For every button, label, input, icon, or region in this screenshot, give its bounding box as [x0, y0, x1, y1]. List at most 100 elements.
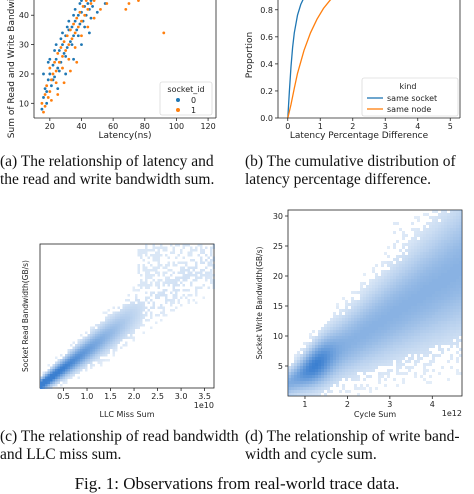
heat-cell [112, 344, 115, 347]
heat-cell [140, 319, 143, 322]
heat-cell [387, 279, 390, 282]
heat-cell [97, 361, 100, 364]
heat-cell [309, 387, 312, 390]
heat-cell [453, 240, 456, 243]
heat-cell [429, 351, 432, 354]
heat-cell [432, 216, 435, 219]
heat-cell [132, 304, 135, 307]
heat-cell [414, 318, 417, 321]
heat-cell [414, 315, 417, 318]
heat-cell [200, 244, 203, 247]
heat-cell [354, 357, 357, 360]
heat-cell [97, 331, 100, 334]
scatter-point-0 [61, 31, 64, 35]
heat-cell [369, 282, 372, 285]
heat-cell [405, 282, 408, 285]
scatter-point-0 [54, 43, 58, 46]
heat-cell [369, 351, 372, 354]
heat-cell [70, 361, 73, 364]
heat-cell [360, 348, 363, 351]
scatter-point-1 [50, 98, 53, 102]
heat-cell [441, 252, 444, 255]
heat-cell [438, 246, 441, 249]
heat-cell [97, 334, 100, 337]
heat-cell [152, 279, 155, 282]
heat-cell [95, 331, 98, 334]
heat-cell [97, 324, 100, 327]
heat-cell [408, 309, 411, 312]
heat-cell [87, 349, 90, 352]
heat-cell [345, 372, 348, 375]
heat-cell [381, 345, 384, 348]
heat-cell [155, 251, 158, 254]
heat-cell [107, 351, 110, 354]
heat-cell [432, 357, 435, 360]
heat-cell [438, 312, 441, 315]
heat-cell [402, 303, 405, 306]
heat-cell [387, 354, 390, 357]
heat-cell [360, 339, 363, 342]
heat-cell [75, 354, 78, 357]
heat-cell [402, 285, 405, 288]
scatter-point-0 [51, 63, 55, 67]
heat-cell [52, 384, 55, 387]
heat-cell [366, 333, 369, 336]
heat-cell [429, 243, 432, 246]
heat-cell [107, 316, 110, 319]
heat-cell [107, 331, 110, 334]
heat-cell [432, 339, 435, 342]
heat-cell [438, 231, 441, 234]
heat-cell [369, 279, 372, 282]
heat-cell [112, 311, 115, 314]
heat-cell [432, 255, 435, 258]
heat-cell [330, 324, 333, 327]
heat-cell [321, 354, 324, 357]
heat-cell [396, 264, 399, 267]
heat-cell [450, 303, 453, 306]
heat-cell [447, 267, 450, 270]
heat-cell [333, 318, 336, 321]
heat-cell [435, 216, 438, 219]
heat-cell [82, 346, 85, 349]
heat-cell [444, 258, 447, 261]
heat-cell [420, 309, 423, 312]
heat-cell [411, 366, 414, 369]
heat-cell [417, 333, 420, 336]
heat-cell [306, 384, 309, 387]
heat-cell [438, 330, 441, 333]
heat-cell [450, 216, 453, 219]
heat-cell [369, 339, 372, 342]
heat-cell [441, 270, 444, 273]
y-tick-label: 30 [19, 41, 29, 50]
heat-cell [130, 336, 133, 339]
heat-cell [405, 312, 408, 315]
heat-cell [432, 270, 435, 273]
heat-cell [294, 363, 297, 366]
heat-cell [366, 327, 369, 330]
heat-cell [387, 255, 390, 258]
heat-cell [102, 326, 105, 329]
heat-cell [165, 296, 168, 299]
heat-cell [450, 270, 453, 273]
heat-cell [345, 363, 348, 366]
heat-cell [459, 237, 462, 240]
y-axis-label: Socket Read Bandwidth(GB/s) [21, 260, 30, 372]
heat-cell [423, 300, 426, 303]
heat-cell [438, 225, 441, 228]
heat-cell [202, 261, 205, 264]
heat-cell [137, 289, 140, 292]
heat-cell [432, 234, 435, 237]
heat-cell [117, 336, 120, 339]
heat-cell [321, 357, 324, 360]
heat-cell [294, 384, 297, 387]
heat-cell [303, 348, 306, 351]
heat-cell [423, 279, 426, 282]
heat-cell [459, 234, 462, 237]
heat-cell [309, 354, 312, 357]
heat-cell [396, 297, 399, 300]
heat-cell [336, 306, 339, 309]
heat-cell [375, 351, 378, 354]
heat-cell [330, 318, 333, 321]
heat-cell [182, 271, 185, 274]
heat-cell [459, 213, 462, 216]
